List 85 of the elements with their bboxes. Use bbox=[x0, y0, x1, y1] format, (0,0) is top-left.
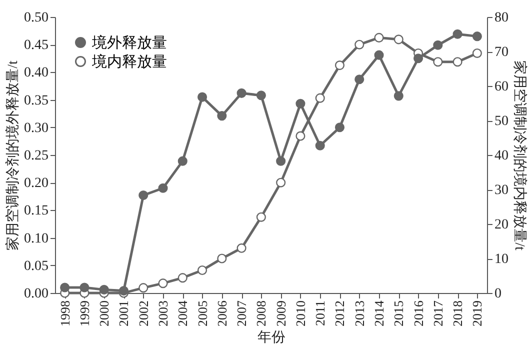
point bbox=[217, 254, 227, 264]
x-tick-label: 2006 bbox=[214, 300, 230, 326]
x-tick-label: 2005 bbox=[194, 300, 210, 326]
point bbox=[256, 90, 266, 100]
point bbox=[296, 98, 306, 108]
legend-label: 境外释放量 bbox=[91, 34, 167, 52]
x-axis-title: 年份 bbox=[258, 330, 286, 346]
legend-label: 境内释放量 bbox=[91, 54, 167, 70]
x-tick-label: 2012 bbox=[332, 300, 348, 326]
x-tick-label: 2004 bbox=[175, 300, 190, 326]
y2-tick-label: 20 bbox=[494, 218, 508, 232]
x-tick-label: 2007 bbox=[234, 300, 250, 326]
y-tick-label: 0.25 bbox=[24, 148, 48, 164]
point bbox=[354, 40, 364, 50]
point bbox=[315, 140, 325, 150]
point bbox=[236, 243, 246, 253]
y-tick-label: 0.00 bbox=[24, 286, 48, 302]
y-axis-title: 家用空调制冷剂的境外释放量/t bbox=[5, 60, 21, 250]
y2-tick-label: 80 bbox=[494, 10, 508, 26]
point bbox=[178, 156, 188, 166]
y2-axis-title: 家用空调制冷剂的境内释放量/t bbox=[512, 60, 528, 250]
point bbox=[374, 50, 384, 60]
point bbox=[236, 88, 246, 98]
x-tick-label: 2013 bbox=[352, 300, 367, 326]
x-tick-label: 2018 bbox=[450, 300, 466, 326]
x-tick-label: 2015 bbox=[391, 300, 406, 326]
point bbox=[276, 178, 286, 188]
y2-tick-label: 50 bbox=[494, 114, 508, 129]
y2-tick-label: 0 bbox=[494, 286, 502, 302]
y-tick-label: 0.40 bbox=[24, 66, 48, 81]
point bbox=[296, 131, 306, 141]
point bbox=[433, 40, 443, 50]
point bbox=[217, 111, 227, 121]
point bbox=[452, 29, 462, 39]
point bbox=[60, 282, 70, 292]
point bbox=[138, 283, 148, 293]
x-tick-label: 2001 bbox=[116, 300, 132, 326]
x-tick-label: 2016 bbox=[410, 300, 426, 326]
point bbox=[99, 284, 109, 294]
x-tick-label: 2017 bbox=[430, 300, 446, 326]
y2-tick-label: 10 bbox=[494, 252, 508, 267]
x-tick-label: 2014 bbox=[372, 300, 386, 326]
point bbox=[178, 273, 188, 283]
point bbox=[334, 60, 345, 70]
y2-tick-label: 30 bbox=[494, 183, 508, 198]
point bbox=[394, 91, 404, 101]
y-tick-label: 0.45 bbox=[24, 38, 48, 54]
point bbox=[315, 93, 325, 103]
point bbox=[138, 190, 148, 200]
point bbox=[472, 48, 482, 58]
x-tick-label: 2000 bbox=[96, 300, 112, 326]
point bbox=[334, 122, 345, 132]
y-tick-label: 0.50 bbox=[24, 10, 48, 26]
point bbox=[158, 183, 168, 193]
point bbox=[197, 92, 208, 102]
point bbox=[374, 32, 384, 42]
y-tick-label: 0.05 bbox=[24, 258, 48, 274]
y-tick-label: 0.20 bbox=[24, 176, 48, 192]
y-tick-label: 0.35 bbox=[24, 93, 48, 108]
point bbox=[276, 156, 286, 166]
point bbox=[158, 278, 168, 288]
x-tick-label: 1998 bbox=[57, 300, 72, 326]
x-tick-label: 2009 bbox=[273, 300, 288, 326]
x-tick-label: 2008 bbox=[254, 300, 269, 326]
y-tick-label: 0.10 bbox=[24, 231, 48, 246]
y2-tick-label: 40 bbox=[494, 148, 508, 164]
x-tick-label: 2010 bbox=[292, 300, 308, 326]
x-tick-label: 2002 bbox=[136, 300, 151, 326]
x-tick-label: 2011 bbox=[312, 300, 328, 326]
point bbox=[197, 265, 208, 276]
point bbox=[256, 212, 266, 222]
y-tick-label: 0.30 bbox=[24, 120, 48, 136]
point bbox=[472, 32, 482, 42]
point bbox=[452, 57, 462, 67]
point bbox=[80, 282, 90, 292]
x-tick-label: 2003 bbox=[156, 300, 170, 326]
point bbox=[413, 54, 424, 64]
point bbox=[394, 34, 404, 44]
x-tick-label: 2019 bbox=[470, 300, 485, 326]
y-tick-label: 0.15 bbox=[24, 204, 48, 219]
point bbox=[354, 74, 364, 84]
x-tick-label: 1999 bbox=[76, 300, 92, 326]
y2-tick-label: 70 bbox=[494, 45, 508, 60]
point bbox=[433, 57, 443, 67]
y2-tick-label: 60 bbox=[494, 80, 508, 94]
